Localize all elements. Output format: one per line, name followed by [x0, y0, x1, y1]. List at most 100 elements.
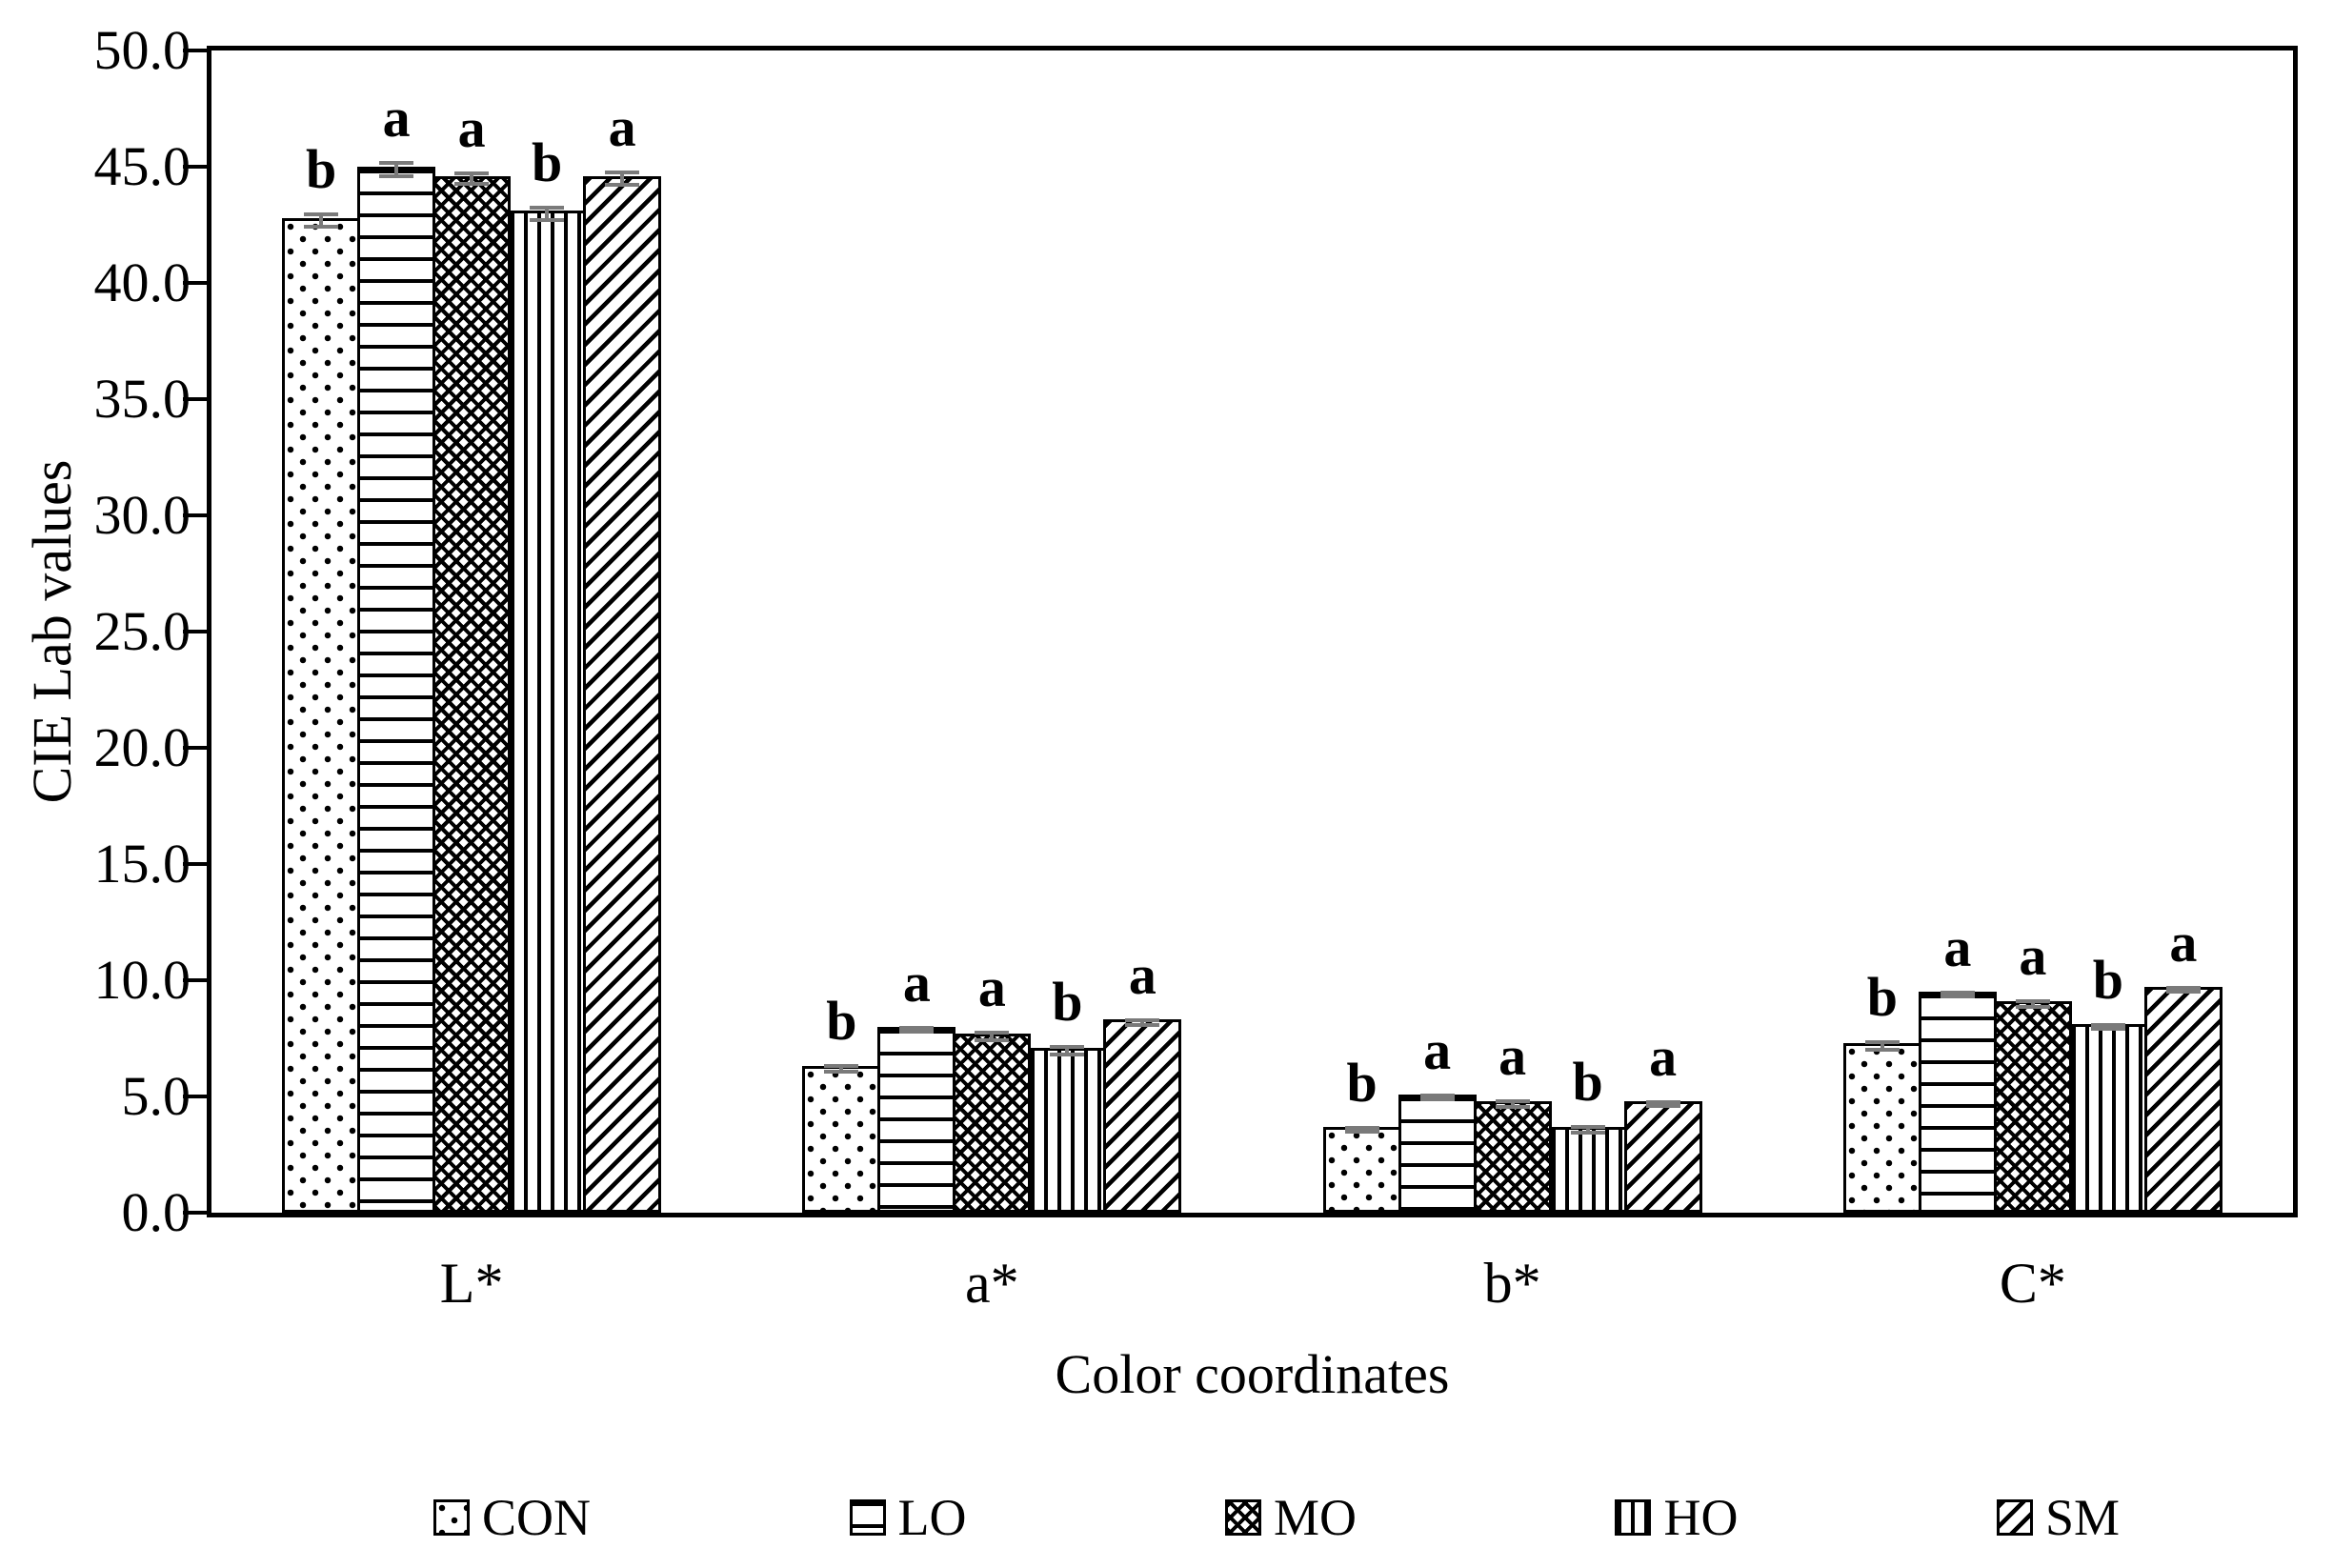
bar-MO-a: a: [953, 960, 1032, 1213]
x-axis-title: Color coordinates: [1055, 1343, 1450, 1405]
significance-letter: a: [1498, 1025, 1527, 1088]
x-category-label: L*: [439, 1252, 504, 1315]
significance-letter: a: [1649, 1025, 1678, 1088]
error-bar-cap-bot: [899, 1029, 935, 1034]
error-bar-cap-bot: [454, 182, 490, 187]
significance-letter: a: [1423, 1018, 1452, 1081]
x-category-label: b*: [1483, 1252, 1541, 1315]
error-bar: [2015, 999, 2050, 1009]
legend-label: MO: [1273, 1489, 1357, 1546]
y-tick-label: 45.0: [93, 135, 191, 197]
bar-SM-L: a: [583, 100, 662, 1213]
y-tick-label: 15.0: [93, 833, 191, 895]
error-bar-cap-bot: [2015, 1004, 2050, 1009]
significance-letter: a: [902, 951, 931, 1014]
error-bar: [454, 171, 490, 187]
legend-swatch-hlines-icon: [849, 1499, 886, 1536]
x-category-label: C*: [1999, 1252, 2066, 1315]
significance-letter: b: [1572, 1050, 1603, 1113]
significance-letter: a: [977, 956, 1006, 1019]
bar-MO-L: a: [432, 101, 512, 1213]
legend-label: SM: [2044, 1489, 2120, 1546]
bar-SM-b: a: [1623, 1029, 1702, 1213]
y-tick-mark: [183, 746, 207, 750]
error-bar: [899, 1025, 935, 1034]
error-bar-stem: [1585, 1124, 1590, 1135]
significance-letter: a: [2019, 925, 2047, 988]
y-tick-mark: [183, 1095, 207, 1098]
y-tick-mark: [183, 513, 207, 517]
significance-letter: b: [1346, 1051, 1378, 1114]
significance-letter: b: [305, 138, 337, 201]
error-bar: [824, 1064, 859, 1075]
error-bar-cap-bot: [824, 1070, 859, 1075]
error-bar: [2090, 1023, 2125, 1032]
error-bar: [1645, 1099, 1680, 1108]
y-tick-label: 40.0: [93, 251, 191, 313]
significance-letter: b: [826, 990, 857, 1053]
bar-CON-L: b: [282, 142, 361, 1213]
bar-SM-C: a: [2143, 915, 2222, 1213]
y-tick-mark: [183, 49, 207, 52]
significance-letter: a: [1128, 943, 1156, 1006]
y-tick-label: 10.0: [93, 949, 191, 1011]
y-tick-label: 20.0: [93, 716, 191, 778]
error-bar-stem: [394, 161, 399, 178]
error-bar: [379, 161, 414, 178]
error-bar-cap-bot: [379, 173, 414, 178]
error-bar-stem: [620, 171, 625, 188]
error-bar-cap-bot: [1940, 995, 1975, 999]
significance-letter: b: [1866, 965, 1899, 1028]
error-bar: [1125, 1017, 1160, 1028]
bar-MO-b: a: [1473, 1029, 1552, 1213]
bar-HO-L: b: [508, 134, 587, 1213]
y-axis-tick-labels: 50.0 45.0 40.0 35.0 30.0 25.0 20.0 15.0 10.0 5.0 0…: [0, 19, 191, 1243]
error-bar: [530, 205, 565, 222]
bar-CON-b: b: [1322, 1055, 1401, 1213]
error-bar: [1050, 1044, 1085, 1056]
legend: CON LO MO HO SM: [433, 1489, 2120, 1546]
error-bar: [605, 171, 640, 188]
error-bar: [304, 212, 339, 230]
bar-CON-a: b: [802, 994, 881, 1213]
error-bar-stem: [1510, 1099, 1515, 1109]
significance-letter: a: [1943, 916, 1972, 979]
error-bar-stem: [2030, 999, 2035, 1009]
legend-item-LO: LO: [849, 1489, 967, 1546]
significance-letter: b: [2092, 949, 2124, 1012]
error-bar-stem: [839, 1064, 844, 1075]
bar-HO-b: b: [1548, 1054, 1627, 1213]
legend-swatch-crosshatch-icon: [1224, 1499, 1261, 1536]
error-bar: [1864, 1039, 1900, 1052]
error-bar-cap-bot: [1645, 1103, 1680, 1108]
bar-LO-L: a: [357, 90, 436, 1213]
y-tick-label: 0.0: [121, 1181, 191, 1243]
error-bar-cap-bot: [2090, 1027, 2125, 1032]
x-axis-category-labels: L* a* b* C*: [211, 1250, 2293, 1317]
legend-label: CON: [482, 1489, 592, 1546]
error-bar-stem: [319, 212, 324, 230]
significance-letter: a: [382, 87, 411, 150]
legend-swatch-vlines-icon: [1615, 1499, 1652, 1536]
y-tick-mark: [183, 978, 207, 982]
error-bar-cap-bot: [1125, 1023, 1160, 1028]
error-bar-cap-bot: [1419, 1096, 1455, 1101]
significance-letter: a: [2169, 912, 2198, 975]
bar-LO-b: a: [1398, 1022, 1477, 1213]
legend-item-HO: HO: [1615, 1489, 1738, 1546]
significance-letter: a: [457, 97, 486, 160]
error-bar: [975, 1031, 1010, 1043]
significance-letter: b: [1052, 970, 1083, 1033]
y-tick-label: 25.0: [93, 600, 191, 662]
y-tick-mark: [183, 281, 207, 285]
error-bar: [1940, 991, 1975, 999]
legend-label: LO: [897, 1489, 967, 1546]
error-bar-cap-bot: [1050, 1052, 1085, 1056]
y-tick-mark: [183, 862, 207, 866]
error-bar-cap-bot: [1864, 1047, 1900, 1052]
error-bar-stem: [470, 171, 474, 187]
y-tick-mark: [183, 397, 207, 401]
